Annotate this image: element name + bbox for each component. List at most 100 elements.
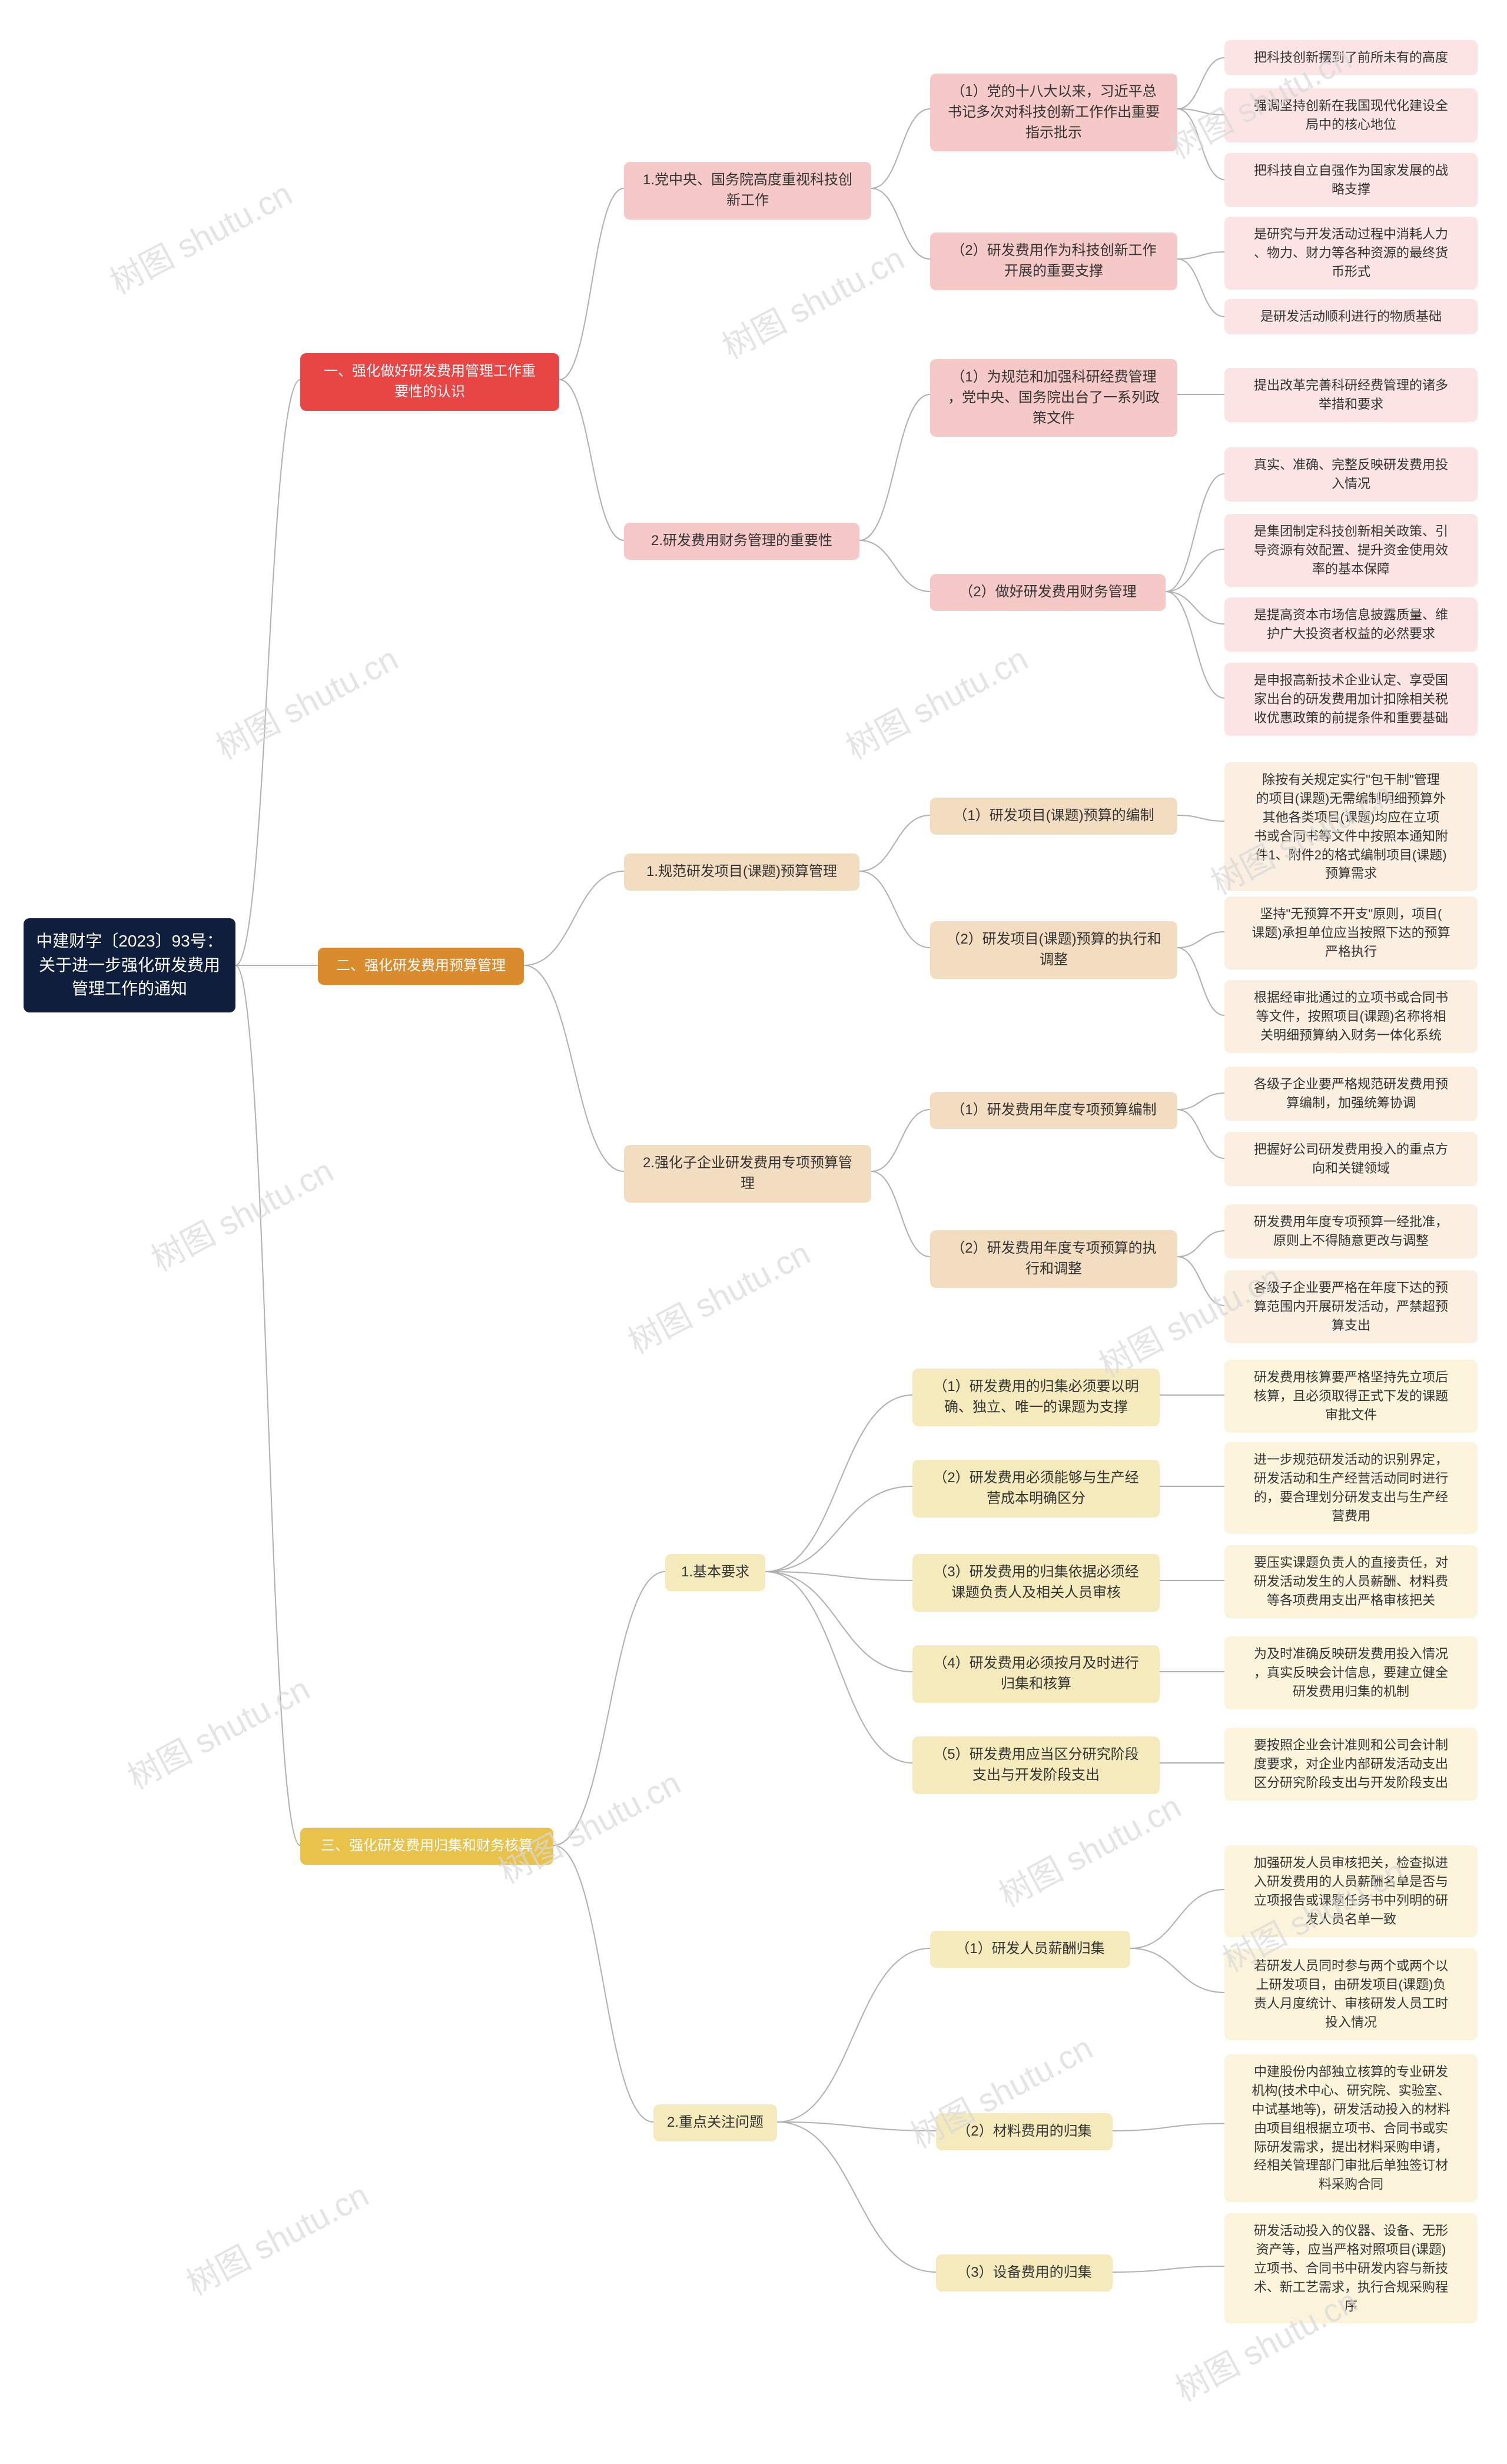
watermark: 树图 shutu.cn	[118, 1663, 317, 1799]
node-label: （1）研发人员薪酬归集	[955, 1939, 1104, 1960]
mindmap-node: 研发费用年度专项预算一经批准，原则上不得随意更改与调整	[1224, 1204, 1478, 1258]
node-label: 二、强化研发费用预算管理	[336, 956, 506, 977]
mindmap-node: （1）研发项目(课题)预算的编制	[930, 798, 1177, 835]
node-label: 1.规范研发项目(课题)预算管理	[646, 862, 837, 882]
mindmap-node: 1.规范研发项目(课题)预算管理	[624, 854, 859, 891]
mindmap-node: 若研发人员同时参与两个或两个以上研发项目，由研发项目(课题)负责人月度统计、审核…	[1224, 1948, 1478, 2040]
mindmap-node: 各级子企业要严格在年度下达的预算范围内开展研发活动，严禁超预算支出	[1224, 1270, 1478, 1343]
node-label: 中建股份内部独立核算的专业研发机构(技术中心、研究院、实验室、中试基地等)，研发…	[1252, 2063, 1450, 2194]
watermark: 树图 shutu.cn	[837, 633, 1035, 769]
mindmap-node: 要按照企业会计准则和公司会计制度要求，对企业内部研发活动支出区分研究阶段支出与开…	[1224, 1728, 1478, 1801]
watermark: 树图 shutu.cn	[142, 1145, 341, 1281]
node-label: 三、强化研发费用归集和财务核算	[321, 1836, 533, 1857]
node-label: 研发费用核算要严格坚持先立项后核算，且必须取得正式下发的课题审批文件	[1254, 1368, 1448, 1424]
mindmap-node: 研发费用核算要严格坚持先立项后核算，且必须取得正式下发的课题审批文件	[1224, 1360, 1478, 1433]
node-label: 强调坚持创新在我国现代化建设全局中的核心地位	[1254, 97, 1448, 134]
mindmap-node: （2）做好研发费用财务管理	[930, 574, 1166, 611]
mindmap-node: （2）研发项目(课题)预算的执行和调整	[930, 921, 1177, 979]
mindmap-node: 加强研发人员审核把关，检查拟进入研发费用的人员薪酬名单是否与立项报告或课题任务书…	[1224, 1845, 1478, 1937]
node-label: （2）研发项目(课题)预算的执行和调整	[946, 929, 1161, 971]
node-label: （1）为规范和加强科研经费管理，党中央、国务院出台了一系列政策文件	[948, 367, 1160, 429]
mindmap-node: 把握好公司研发费用投入的重点方向和关键领域	[1224, 1132, 1478, 1186]
mindmap-node: 是研发活动顺利进行的物质基础	[1224, 299, 1478, 334]
node-label: 各级子企业要严格规范研发费用预算编制，加强统筹协调	[1254, 1075, 1448, 1113]
mindmap-node: 中建股份内部独立核算的专业研发机构(技术中心、研究院、实验室、中试基地等)，研发…	[1224, 2054, 1478, 2202]
node-label: 若研发人员同时参与两个或两个以上研发项目，由研发项目(课题)负责人月度统计、审核…	[1254, 1957, 1448, 2032]
mindmap-node: 除按有关规定实行"包干制"管理的项目(课题)无需编制明细预算外其他各类项目(课题…	[1224, 762, 1478, 891]
mindmap-node: 2.研发费用财务管理的重要性	[624, 523, 859, 560]
mindmap-node: 把科技创新摆到了前所未有的高度	[1224, 40, 1478, 75]
mindmap-node: （4）研发费用必须按月及时进行归集和核算	[912, 1645, 1160, 1703]
mindmap-node: （2）材料费用的归集	[936, 2113, 1113, 2150]
mindmap-node: 真实、准确、完整反映研发费用投入情况	[1224, 447, 1478, 502]
mindmap-node: 根据经审批通过的立项书或合同书等文件，按照项目(课题)名称将相关明细预算纳入财务…	[1224, 980, 1478, 1053]
node-label: 是研发活动顺利进行的物质基础	[1260, 307, 1442, 326]
node-label: 把握好公司研发费用投入的重点方向和关键领域	[1254, 1140, 1448, 1178]
mindmap-node: （2）研发费用年度专项预算的执行和调整	[930, 1230, 1177, 1288]
mindmap-node: （3）研发费用的归集依据必须经课题负责人及相关人员审核	[912, 1554, 1160, 1612]
node-label: 坚持"无预算不开支"原则，项目(课题)承担单位应当按照下达的预算严格执行	[1252, 905, 1450, 961]
mindmap-node: 坚持"无预算不开支"原则，项目(课题)承担单位应当按照下达的预算严格执行	[1224, 896, 1478, 969]
watermark: 树图 shutu.cn	[489, 1757, 688, 1893]
node-label: （1）党的十八大以来，习近平总书记多次对科技创新工作作出重要指示批示	[948, 82, 1160, 143]
mindmap-node: （1）研发人员薪酬归集	[930, 1931, 1130, 1968]
mindmap-node: （2）研发费用必须能够与生产经营成本明确区分	[912, 1460, 1160, 1517]
mindmap-node: 为及时准确反映研发费用投入情况，真实反映会计信息，要建立健全研发费用归集的机制	[1224, 1636, 1478, 1709]
mindmap-node: （1）为规范和加强科研经费管理，党中央、国务院出台了一系列政策文件	[930, 359, 1177, 437]
node-label: 是申报高新技术企业认定、享受国家出台的研发费用加计扣除相关税收优惠政策的前提条件…	[1254, 671, 1448, 728]
mindmap-node: 2.强化子企业研发费用专项预算管理	[624, 1145, 871, 1203]
mindmap-node: （1）研发费用的归集必须要以明确、独立、唯一的课题为支撑	[912, 1369, 1160, 1426]
node-label: 要按照企业会计准则和公司会计制度要求，对企业内部研发活动支出区分研究阶段支出与开…	[1254, 1736, 1448, 1792]
node-label: 除按有关规定实行"包干制"管理的项目(课题)无需编制明细预算外其他各类项目(课题…	[1254, 771, 1448, 883]
mindmap-node: 把科技自立自强作为国家发展的战略支撑	[1224, 153, 1478, 207]
mindmap-node: 二、强化研发费用预算管理	[318, 948, 524, 985]
node-label: （3）设备费用的归集	[957, 2263, 1091, 2283]
mindmap-node: （5）研发费用应当区分研究阶段支出与开发阶段支出	[912, 1736, 1160, 1794]
node-label: 是集团制定科技创新相关政策、引导资源有效配置、提升资金使用效率的基本保障	[1254, 522, 1448, 579]
mindmap-node: （1）研发费用年度专项预算编制	[930, 1092, 1177, 1129]
mindmap-node: 提出改革完善科研经费管理的诸多举措和要求	[1224, 368, 1478, 422]
node-label: 是提高资本市场信息披露质量、维护广大投资者权益的必然要求	[1254, 606, 1448, 643]
node-label: （3）研发费用的归集依据必须经课题负责人及相关人员审核	[933, 1562, 1138, 1603]
node-label: 1.基本要求	[681, 1562, 749, 1583]
mindmap-canvas: 树图 shutu.cn 树图 shutu.cn 树图 shutu.cn 树图 shut…	[0, 0, 1507, 2464]
watermark: 树图 shutu.cn	[101, 168, 300, 304]
mindmap-node: （1）党的十八大以来，习近平总书记多次对科技创新工作作出重要指示批示	[930, 74, 1177, 151]
mindmap-node: 进一步规范研发活动的识别界定，研发活动和生产经营活动同时进行的，要合理划分研发支…	[1224, 1442, 1478, 1534]
mindmap-node: 强调坚持创新在我国现代化建设全局中的核心地位	[1224, 88, 1478, 142]
mindmap-node: 要压实课题负责人的直接责任，对研发活动发生的人员薪酬、材料费等各项费用支出严格审…	[1224, 1545, 1478, 1618]
mindmap-node: 研发活动投入的仪器、设备、无形资产等，应当严格对照项目(课题)立项书、合同书中研…	[1224, 2213, 1478, 2323]
node-label: 2.重点关注问题	[667, 2113, 764, 2133]
node-label: 各级子企业要严格在年度下达的预算范围内开展研发活动，严禁超预算支出	[1254, 1279, 1448, 1335]
node-label: 2.强化子企业研发费用专项预算管理	[643, 1153, 852, 1194]
mindmap-node: （3）设备费用的归集	[936, 2254, 1113, 2292]
node-label: 进一步规范研发活动的识别界定，研发活动和生产经营活动同时进行的，要合理划分研发支…	[1254, 1450, 1448, 1526]
node-label: 1.党中央、国务院高度重视科技创新工作	[643, 170, 852, 211]
mindmap-node: 一、强化做好研发费用管理工作重要性的认识	[300, 353, 559, 411]
mindmap-node: 是集团制定科技创新相关政策、引导资源有效配置、提升资金使用效率的基本保障	[1224, 514, 1478, 587]
node-label: （2）做好研发费用财务管理	[959, 582, 1136, 603]
node-label: （2）研发费用必须能够与生产经营成本明确区分	[933, 1468, 1138, 1509]
watermark: 树图 shutu.cn	[619, 1227, 818, 1363]
node-label: 2.研发费用财务管理的重要性	[651, 531, 832, 552]
node-label: （1）研发项目(课题)预算的编制	[953, 806, 1154, 826]
watermark: 树图 shutu.cn	[177, 2169, 376, 2305]
node-label: 是研究与开发活动过程中消耗人力、物力、财力等各种资源的最终货币形式	[1254, 225, 1448, 281]
node-label: 一、强化做好研发费用管理工作重要性的认识	[324, 361, 536, 403]
node-label: 中建财字〔2023〕93号：关于进一步强化研发费用管理工作的通知	[36, 929, 223, 1001]
node-label: 把科技自立自强作为国家发展的战略支撑	[1254, 161, 1448, 199]
mindmap-node: 1.党中央、国务院高度重视科技创新工作	[624, 162, 871, 220]
mindmap-node: 2.重点关注问题	[653, 2104, 777, 2141]
mindmap-node: 1.基本要求	[665, 1554, 765, 1591]
node-label: 加强研发人员审核把关，检查拟进入研发费用的人员薪酬名单是否与立项报告或课题任务书…	[1254, 1854, 1448, 1929]
node-label: （4）研发费用必须按月及时进行归集和核算	[933, 1653, 1138, 1695]
node-label: 真实、准确、完整反映研发费用投入情况	[1254, 456, 1448, 493]
mindmap-node: 是申报高新技术企业认定、享受国家出台的研发费用加计扣除相关税收优惠政策的前提条件…	[1224, 663, 1478, 736]
node-label: （1）研发费用的归集必须要以明确、独立、唯一的课题为支撑	[933, 1377, 1138, 1418]
watermark: 树图 shutu.cn	[207, 633, 406, 769]
node-label: 要压实课题负责人的直接责任，对研发活动发生的人员薪酬、材料费等各项费用支出严格审…	[1254, 1553, 1448, 1610]
node-label: 根据经审批通过的立项书或合同书等文件，按照项目(课题)名称将相关明细预算纳入财务…	[1254, 988, 1448, 1045]
node-label: 研发费用年度专项预算一经批准，原则上不得随意更改与调整	[1254, 1213, 1448, 1250]
watermark: 树图 shutu.cn	[713, 233, 912, 368]
node-label: （5）研发费用应当区分研究阶段支出与开发阶段支出	[933, 1745, 1138, 1786]
